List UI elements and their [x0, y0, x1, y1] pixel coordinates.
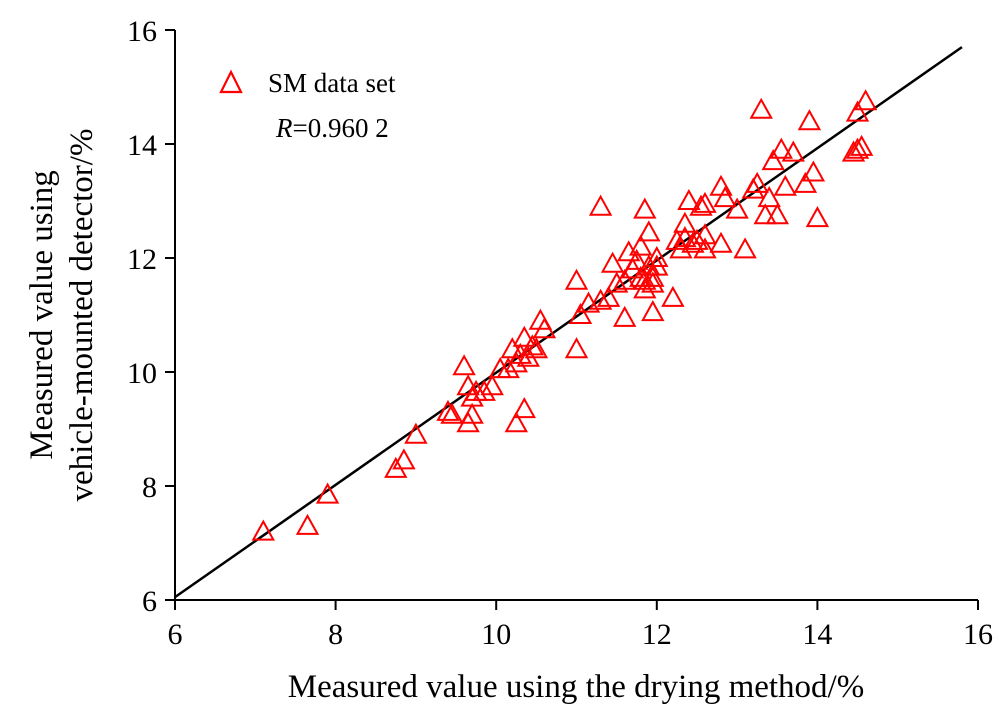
y-axis-title-line-2: vehicle-mounted detector/%	[64, 129, 100, 502]
data-point	[251, 519, 275, 541]
data-point	[480, 374, 504, 396]
x-tick-label: 14	[802, 618, 832, 651]
data-point	[745, 171, 769, 193]
fit-line	[174, 46, 963, 599]
data-point	[392, 448, 416, 470]
data-point	[801, 160, 826, 182]
data-point	[613, 305, 637, 327]
x-tick-label: 16	[963, 618, 993, 651]
data-point	[568, 302, 593, 324]
x-tick-label: 8	[328, 618, 343, 651]
data-point	[733, 237, 757, 259]
correlation-annotation: R=0.960 2	[275, 113, 389, 143]
y-tick-label: 8	[142, 471, 157, 504]
data-point	[588, 288, 613, 310]
data-point	[564, 337, 589, 359]
data-point	[404, 422, 428, 444]
data-point	[713, 186, 737, 208]
data-point	[600, 251, 625, 273]
data-point	[693, 191, 717, 213]
data-point	[617, 240, 641, 262]
data-point	[749, 97, 773, 119]
data-point	[693, 237, 717, 259]
data-point	[661, 285, 685, 307]
data-point	[532, 317, 557, 339]
data-point	[773, 174, 797, 196]
data-point	[677, 188, 701, 210]
data-point	[633, 197, 657, 219]
y-tick-label: 14	[127, 129, 157, 162]
data-point	[496, 357, 520, 379]
data-point	[564, 268, 589, 290]
data-point	[629, 234, 653, 256]
legend-marker-triangle-icon	[219, 69, 243, 94]
data-point	[769, 137, 793, 159]
data-point	[757, 186, 781, 208]
data-point	[524, 337, 549, 359]
y-tick-label: 6	[142, 585, 157, 618]
data-point	[841, 140, 866, 162]
x-tick-label: 6	[168, 618, 183, 651]
y-ticks: 6 8 10 12 14 16	[127, 15, 175, 618]
data-point	[295, 513, 320, 535]
data-point	[761, 149, 785, 171]
y-tick-label: 16	[127, 15, 157, 48]
data-point	[793, 171, 818, 193]
y-tick-label: 12	[127, 243, 157, 276]
data-point	[797, 109, 822, 131]
y-axis-title-line-1: Measured value using	[24, 170, 60, 460]
data-points	[251, 89, 878, 541]
data-point	[845, 100, 870, 122]
x-ticks: 6 8 10 12 14 16	[168, 600, 993, 651]
data-point	[588, 194, 613, 216]
data-point	[709, 231, 733, 253]
data-point	[605, 271, 629, 293]
data-point	[625, 248, 649, 270]
y-tick-label: 10	[127, 357, 157, 390]
data-point	[500, 337, 524, 359]
x-tick-label: 10	[481, 618, 511, 651]
data-point	[472, 379, 496, 401]
x-tick-label: 12	[642, 618, 672, 651]
data-point	[689, 194, 713, 216]
data-point	[613, 268, 637, 290]
data-point	[637, 220, 661, 242]
data-point	[781, 140, 805, 162]
data-point	[512, 397, 536, 419]
data-point	[512, 325, 536, 347]
data-point	[641, 300, 665, 322]
data-point	[725, 197, 749, 219]
data-point	[520, 334, 544, 356]
data-point	[436, 399, 460, 421]
plot-area: 6 8 10 12 14 16 6 8 10 12 14 16	[127, 15, 993, 651]
data-point	[693, 223, 717, 245]
data-point	[673, 211, 697, 233]
data-point	[641, 265, 665, 287]
data-point	[452, 354, 476, 376]
legend: SM data set	[219, 68, 396, 98]
data-point	[845, 137, 870, 159]
y-axis-title-group: Measured value using vehicle-mounted det…	[24, 129, 100, 502]
correlation-value: =0.960 2	[293, 113, 389, 143]
data-point	[596, 285, 621, 307]
data-point	[673, 226, 697, 248]
data-point	[645, 254, 669, 276]
data-point	[753, 203, 777, 225]
data-point	[315, 482, 340, 504]
data-point	[460, 402, 484, 424]
x-axis-title: Measured value using the drying method/%	[288, 669, 864, 705]
data-point	[645, 245, 669, 267]
data-point	[504, 411, 528, 433]
data-point	[849, 134, 874, 156]
data-point	[440, 402, 464, 424]
data-point	[805, 206, 830, 228]
legend-label: SM data set	[268, 68, 396, 98]
correlation-symbol: R	[275, 113, 293, 143]
data-point	[685, 228, 709, 250]
data-point	[853, 89, 878, 111]
data-point	[641, 271, 665, 293]
data-point	[765, 203, 789, 225]
